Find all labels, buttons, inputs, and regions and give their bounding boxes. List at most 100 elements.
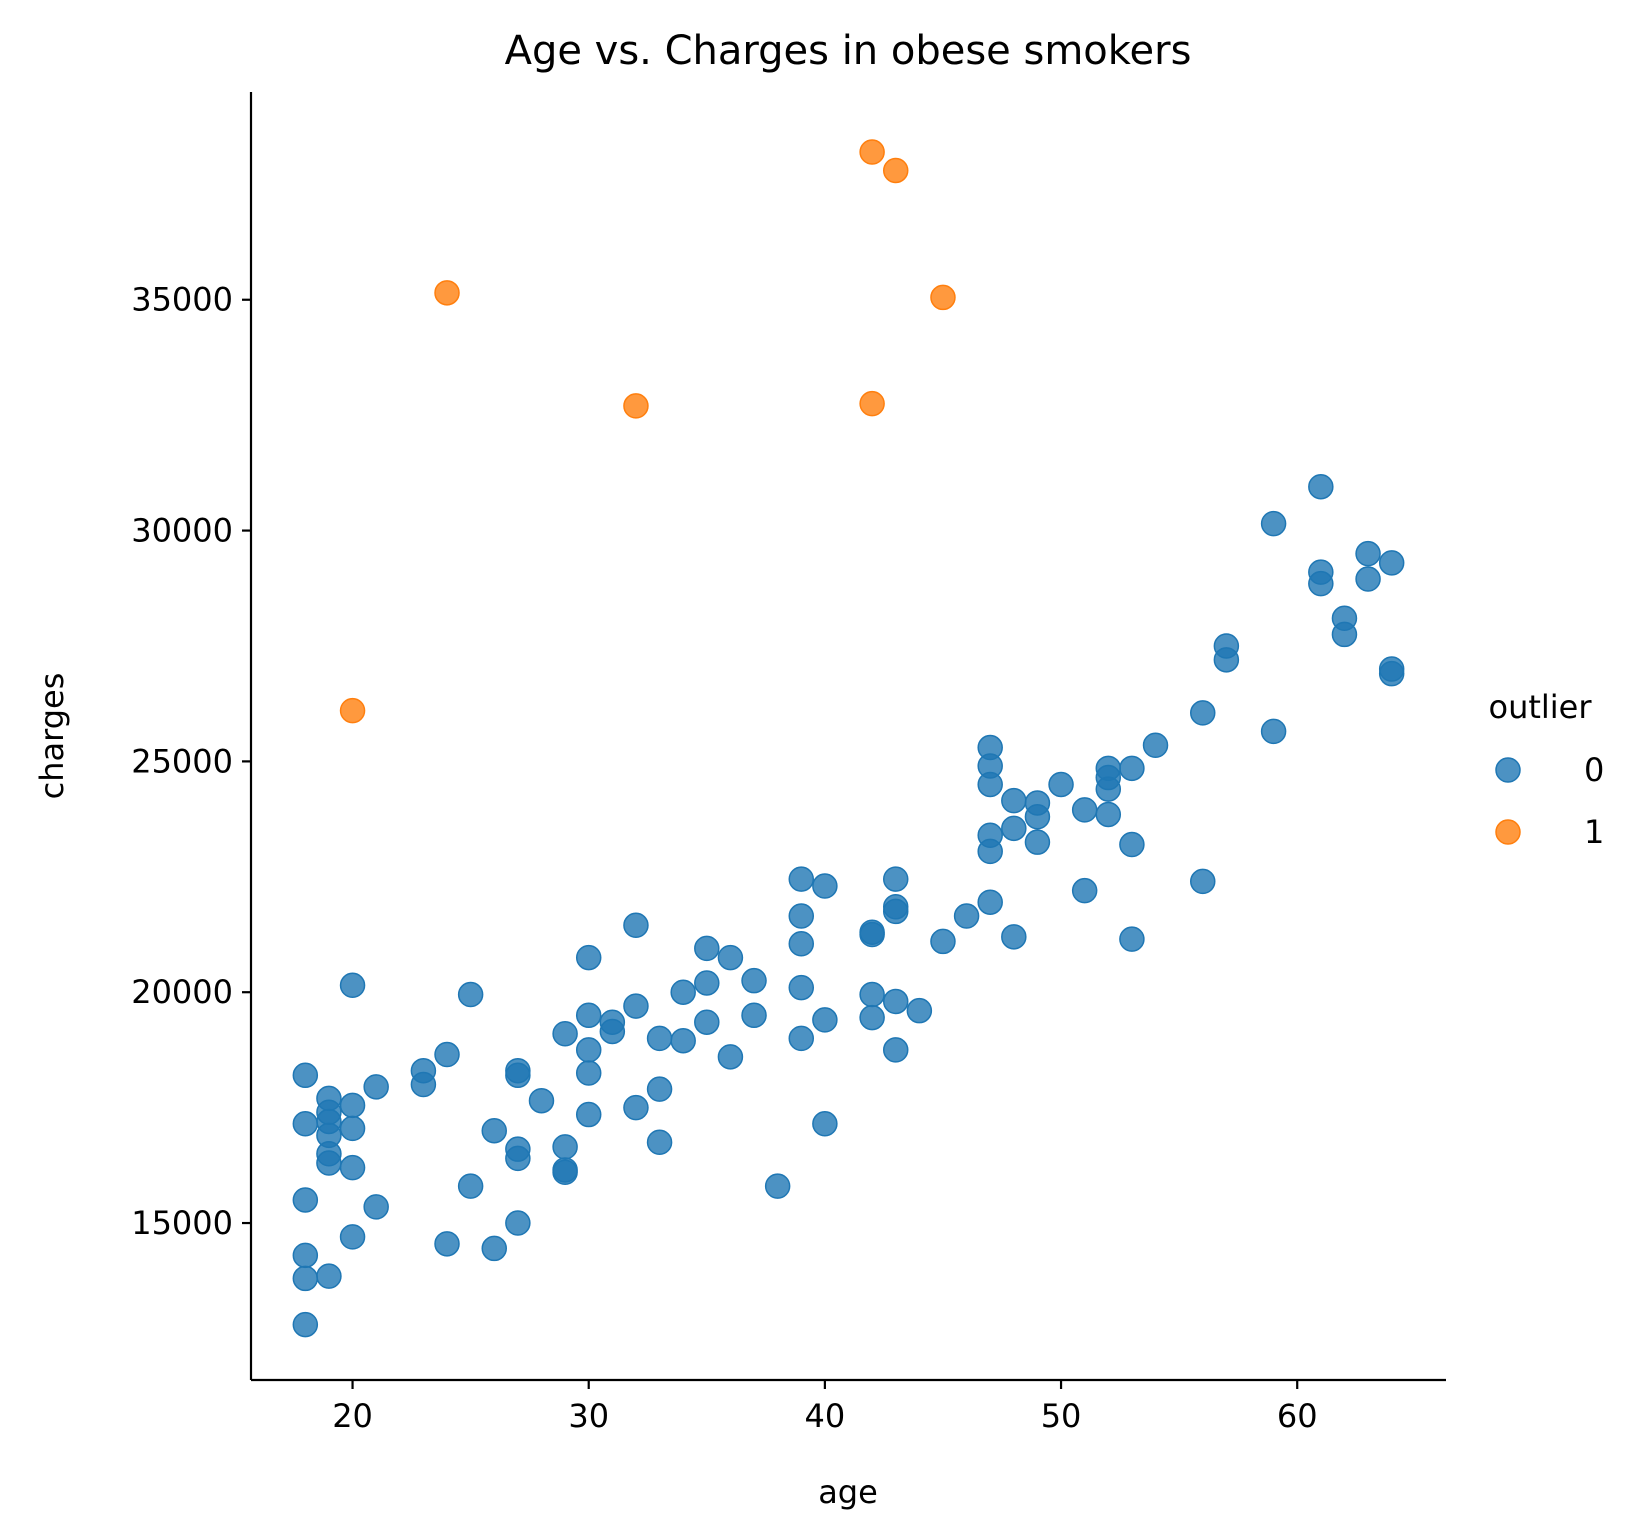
data-point [646, 1076, 673, 1102]
data-point [694, 1009, 720, 1035]
data-point [670, 979, 696, 1005]
data-point [457, 981, 484, 1008]
data-point [788, 1025, 815, 1052]
data-point [812, 1111, 838, 1137]
data-point [882, 898, 909, 925]
data-point [292, 1111, 319, 1137]
y-tick-label: 25000 [131, 742, 233, 780]
legend-label: 1 [1584, 813, 1604, 851]
data-point [1071, 877, 1098, 904]
data-point [717, 1044, 744, 1070]
plot-area [292, 139, 1405, 1338]
data-point [292, 1062, 319, 1089]
data-point [882, 866, 909, 892]
data-point [741, 1002, 767, 1029]
data-point [339, 972, 366, 999]
data-point [434, 280, 460, 306]
data-point [812, 1007, 838, 1033]
data-point [977, 838, 1003, 865]
data-point [505, 1210, 531, 1236]
data-point [599, 1018, 626, 1045]
data-point [552, 1134, 578, 1160]
data-point [694, 970, 720, 996]
data-point [316, 1150, 342, 1176]
data-point [741, 967, 767, 994]
data-point [481, 1235, 508, 1262]
data-point [434, 1231, 460, 1257]
data-point [1095, 776, 1122, 802]
data-point [316, 1263, 342, 1289]
data-point [1308, 473, 1334, 500]
data-point [1189, 868, 1216, 895]
data-point [363, 1074, 389, 1100]
y-tick-label: 30000 [131, 512, 233, 550]
y-tick-label: 15000 [131, 1204, 233, 1242]
data-point [292, 1265, 319, 1292]
data-point [1024, 804, 1051, 830]
data-point [339, 1115, 366, 1142]
data-point [1260, 510, 1287, 537]
data-point [1119, 755, 1145, 782]
data-point [882, 988, 909, 1015]
data-point [1308, 570, 1334, 597]
data-point [575, 1060, 602, 1086]
data-point [552, 1021, 578, 1047]
x-axis-ticks: 20 30 40 50 60 [332, 1380, 1318, 1435]
data-point [930, 928, 956, 955]
data-point [1024, 829, 1051, 855]
x-tick-label: 30 [568, 1397, 609, 1435]
data-point [788, 930, 815, 957]
x-tick-label: 50 [1041, 1397, 1082, 1435]
data-point [575, 944, 602, 971]
data-point [339, 1224, 366, 1250]
data-point [1331, 621, 1358, 648]
y-axis-ticks: 15000 20000 25000 30000 35000 [131, 281, 251, 1242]
data-point [1095, 801, 1122, 828]
data-point [1001, 924, 1027, 950]
data-point [1071, 797, 1098, 823]
data-point [646, 1129, 673, 1156]
data-point [1119, 926, 1145, 952]
data-point [670, 1027, 696, 1054]
data-point [434, 1041, 460, 1068]
data-point [788, 866, 815, 892]
data-point [1001, 787, 1027, 814]
data-point [977, 889, 1003, 915]
data-point [505, 1062, 531, 1089]
data-point [717, 944, 744, 971]
data-point [1213, 647, 1240, 673]
data-point [1378, 660, 1405, 687]
series-0 [292, 473, 1405, 1338]
legend: outlier 01 [1488, 688, 1604, 851]
data-point [575, 1002, 602, 1029]
data-point [575, 1101, 602, 1128]
data-point [1001, 815, 1027, 842]
data-point [812, 873, 838, 899]
data-point [363, 1194, 389, 1220]
legend-label: 0 [1584, 751, 1604, 789]
legend-entries: 01 [1495, 751, 1604, 851]
data-point [623, 1094, 649, 1121]
data-point [623, 912, 649, 939]
data-point [623, 993, 649, 1019]
data-point [505, 1145, 531, 1172]
data-point [292, 1311, 319, 1338]
legend-marker [1495, 819, 1521, 845]
data-point [1189, 700, 1216, 726]
data-point [953, 903, 980, 929]
data-point [1378, 550, 1405, 576]
data-point [859, 139, 885, 165]
chart-title: Age vs. Charges in obese smokers [505, 28, 1192, 74]
legend-title: outlier [1488, 688, 1592, 726]
data-point [859, 390, 885, 417]
data-point [1260, 718, 1287, 745]
data-point [575, 1037, 602, 1063]
data-point [859, 1004, 885, 1031]
x-tick-label: 60 [1277, 1397, 1318, 1435]
data-point [339, 1092, 366, 1119]
data-point [977, 771, 1003, 798]
data-point [859, 981, 885, 1008]
data-point [292, 1242, 319, 1269]
data-point [1355, 566, 1381, 592]
data-point [292, 1187, 319, 1213]
